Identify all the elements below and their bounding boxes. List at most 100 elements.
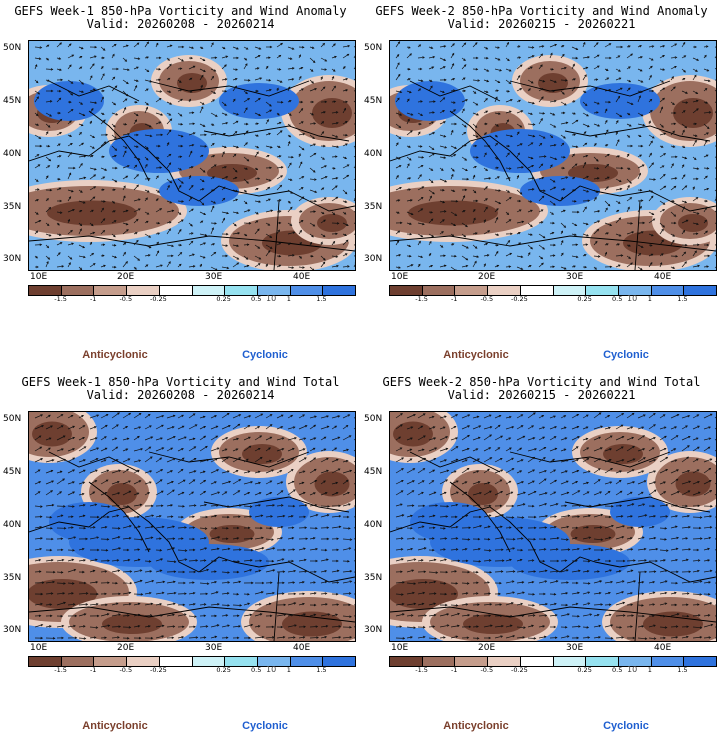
wind-vector-arrow [692,265,700,268]
wind-vector-arrowhead [599,580,603,583]
wind-vector-arrowhead [682,206,685,209]
wind-vector-arrow [450,414,458,419]
wind-vector-arrowhead [419,122,422,126]
wind-vector-arrowhead [279,184,283,188]
wind-vector-arrowhead [540,88,544,91]
wind-vector-arrowhead [708,467,712,471]
wind-vector-arrowhead [81,415,84,418]
wind-vector-arrowhead [61,425,64,428]
anticyclonic-vorticity-core [570,525,616,543]
wind-vector-arrowhead [553,186,557,189]
wind-vector-arrowhead [48,447,51,450]
wind-vector-arrowhead [194,424,198,427]
wind-vector-arrowhead [256,212,259,215]
wind-vector-arrow [45,625,52,628]
cyclonic-vorticity-region [510,544,630,580]
wind-vector-arrow [188,470,196,474]
map-panel: GEFS Week-1 850-hPa Vorticity and Wind T… [0,371,361,742]
wind-vector-arrow [166,614,175,617]
wind-vector-arrow [221,457,229,463]
wind-vector-arrowhead [227,547,231,551]
wind-vector-arrowhead [650,65,653,69]
wind-vector-arrow [111,559,119,562]
wind-vector-arrowhead [511,516,515,519]
wind-vector-arrowhead [586,457,590,461]
wind-vector-arrow [111,547,121,551]
wind-vector-arrowhead [94,45,98,49]
wind-vector-arrowhead [708,111,712,114]
wind-vector-arrowhead [258,481,262,485]
wind-vector-arrowhead [336,548,340,552]
wind-vector-arrowhead [83,526,87,530]
wind-vector-arrow [221,505,230,507]
wind-vector-arrow [637,123,645,126]
wind-vector-arrow [604,207,608,213]
wind-vector-arrowhead [62,435,66,438]
wind-vector-arrowhead [245,47,249,50]
wind-vector-arrow [45,459,54,463]
wind-vector-arrowhead [520,548,524,552]
wind-vector-arrowhead [631,412,635,416]
wind-vector-arrow [637,526,644,529]
wind-vector-arrowhead [420,559,424,562]
wind-vector-arrow [406,448,412,452]
wind-vector-arrowhead [222,186,226,190]
panel-title: GEFS Week-2 850-hPa Vorticity and Wind A… [375,4,708,18]
wind-vector-arrow [538,436,545,441]
wind-vector-arrowhead [259,559,263,563]
wind-vector-arrowhead [103,459,107,462]
wind-vector-arrowhead [616,209,620,213]
wind-vector-arrowhead [475,103,479,106]
wind-vector-arrow [254,255,261,260]
wind-vector-arrowhead [114,136,117,139]
wind-vector-arrowhead [663,447,667,451]
wind-vector-arrowhead [40,592,44,596]
wind-vector-arrowhead [312,60,316,64]
wind-vector-arrowhead [644,514,648,517]
wind-vector-arrow [604,569,612,573]
wind-vector-arrowhead [443,264,447,268]
wind-vector-arrowhead [633,559,636,562]
wind-vector-arrowhead [585,426,589,429]
wind-vector-arrow [56,435,66,441]
wind-vector-arrow [353,100,355,103]
wind-vector-arrowhead [323,480,326,483]
wind-vector-arrowhead [106,613,110,616]
wind-vector-arrowhead [650,190,654,193]
wind-vector-arrow [265,469,274,474]
coastline-border [509,80,671,97]
wind-vector-arrow [320,613,330,617]
wind-vector-arrow [309,504,317,507]
wind-vector-arrowhead [487,230,491,233]
wind-vector-arrowhead [113,188,116,192]
wind-vector-arrowhead [181,45,185,49]
wind-vector-arrowhead [170,515,174,518]
wind-vector-arrowhead [113,265,117,269]
wind-vector-arrowhead [256,145,260,149]
wind-vector-arrow [648,548,658,551]
wind-vector-arrowhead [280,504,284,507]
wind-vector-arrowhead [475,68,479,71]
wind-vector-arrow [331,185,338,191]
wind-vector-arrowhead [664,538,667,541]
wind-vector-arrowhead [145,163,148,167]
wind-vector-arrowhead [203,603,207,606]
wind-vector-arrowhead [268,447,271,450]
wind-vector-arrowhead [256,67,260,70]
wind-vector-arrowhead [696,212,700,215]
wind-vector-arrowhead [706,265,710,268]
wind-vector-arrowhead [37,92,41,95]
wind-vector-arrow [692,108,699,114]
wind-vector-arrowhead [639,45,642,48]
wind-vector-arrowhead [50,89,54,93]
wind-vector-arrowhead [225,55,229,58]
wind-vector-arrowhead [291,78,295,81]
wind-vector-arrowhead [487,468,490,472]
colorbar-tick-label: 0.5 [251,295,262,303]
wind-vector-arrow [472,458,480,463]
wind-vector-arrowhead [147,190,150,193]
wind-vector-arrow [472,244,478,249]
wind-vector-arrowhead [410,212,414,216]
wind-vector-arrow [483,434,492,441]
wind-vector-arrowhead [575,47,579,51]
